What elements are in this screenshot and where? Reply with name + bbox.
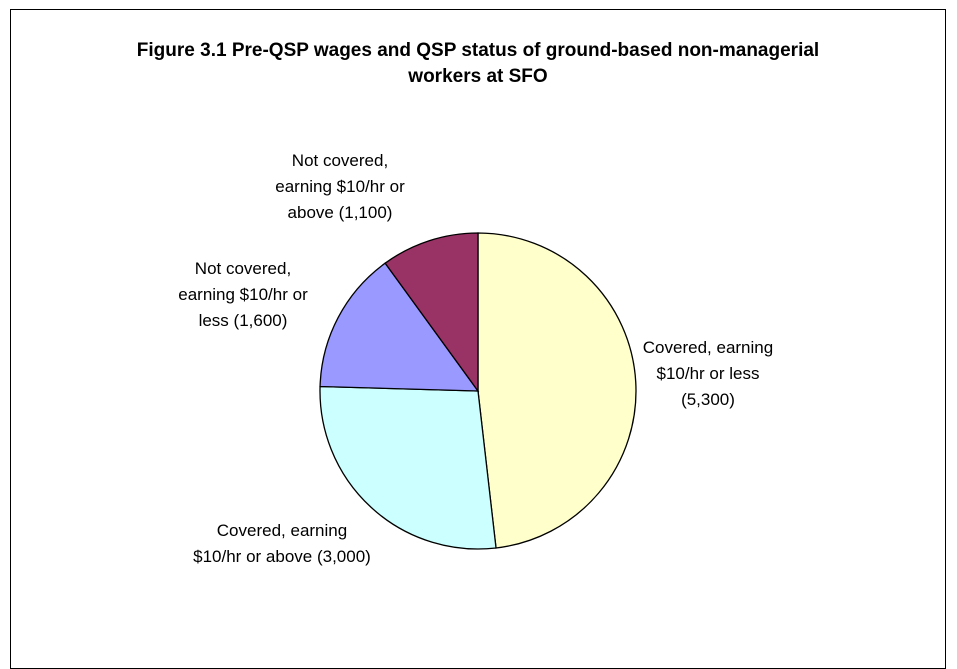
pie-slice [384, 232, 479, 394]
slice-label: Not covered, earning $10/hr or less (1,6… [173, 256, 313, 334]
category-label: Not covered, earning $10/hr or less [178, 259, 308, 330]
slice-label: Covered, earning $10/hr or less (5,300) [628, 335, 788, 413]
value-label: (1,100) [338, 203, 393, 222]
pie-slice [477, 232, 637, 549]
value-label: (5,300) [681, 390, 735, 409]
chart-title: Figure 3.1 Pre-QSP wages and QSP status … [136, 40, 820, 87]
value-label: (1,600) [233, 311, 288, 330]
slice-label: Covered, earning $10/hr or above (3,000) [192, 518, 372, 570]
pie-slice [319, 385, 497, 550]
category-label: Covered, earning $10/hr or less [642, 338, 774, 383]
slice-label: Not covered, earning $10/hr or above (1,… [265, 148, 415, 226]
category-label: Not covered, earning $10/hr or above [275, 151, 405, 222]
value-label: (3,000) [316, 547, 371, 566]
category-label: Covered, earning $10/hr or above [193, 521, 348, 566]
pie-slice [319, 262, 480, 392]
